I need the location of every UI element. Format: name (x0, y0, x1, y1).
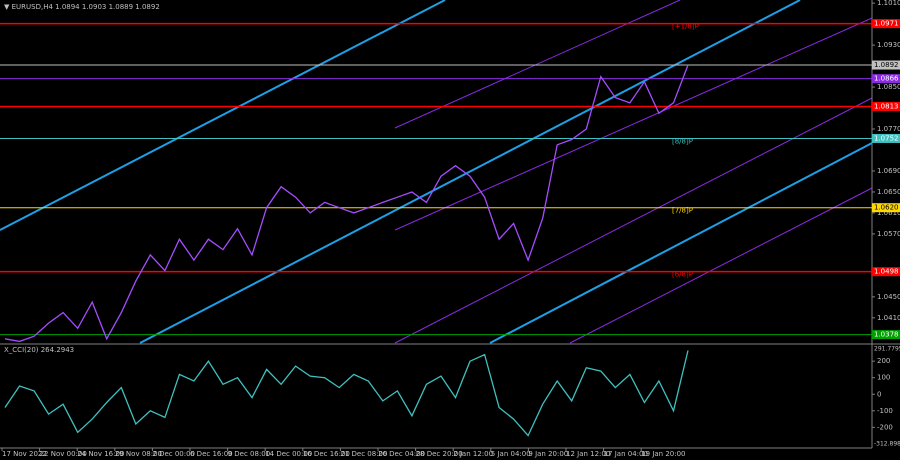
x-tick-label: 9 Dec 08:00 (228, 450, 271, 458)
x-tick-label: 5 Jan 04:00 (491, 450, 531, 458)
y-tick-label: 200 (877, 357, 890, 365)
level-label: 1.0813 (874, 102, 899, 110)
level-label: 1.0498 (874, 268, 899, 276)
y-tick-label: 1.1010 (877, 0, 900, 7)
y-limit-label: -312.898 (874, 441, 900, 448)
level-tag: [8/8]P (672, 137, 693, 145)
level-label: 1.0620 (874, 204, 899, 212)
y-tick-label: 1.0570 (877, 230, 900, 238)
y-tick-label: -100 (877, 407, 893, 415)
y-tick-label: 100 (877, 374, 890, 382)
y-tick-label: 1.0450 (877, 293, 900, 301)
y-tick-label: 1.0930 (877, 41, 900, 49)
x-tick-label: 16 Dec 16:00 (303, 450, 350, 458)
price-line (4, 64, 689, 343)
level-label-box (872, 330, 900, 340)
chart-title: ▼ EURUSD,H4 1.0894 1.0903 1.0889 1.0892 (4, 3, 160, 11)
level-label: 1.0892 (874, 61, 899, 69)
x-tick-label: 19 Jan 20:00 (641, 450, 685, 458)
level-label-box (872, 203, 900, 213)
x-tick-label: 2 Jan 12:00 (453, 450, 493, 458)
level-label: 1.0866 (874, 75, 899, 83)
level-label-box (872, 101, 900, 111)
x-tick-label: 21 Dec 08:00 (340, 450, 387, 458)
indicator-title: X_CCI(20) 264.2943 (4, 346, 74, 354)
x-tick-label: 9 Jan 20:00 (528, 450, 568, 458)
x-tick-label: 29 Nov 08:00 (115, 450, 162, 458)
channel-line (489, 142, 873, 344)
channel-line (0, 0, 446, 231)
level-label-box (872, 74, 900, 84)
y-tick-label: 1.0770 (877, 125, 900, 133)
level-label-box (872, 19, 900, 29)
y-tick-label: 1.0610 (877, 209, 900, 217)
level-label-box (872, 133, 900, 143)
x-tick-label: 28 Dec 20:00 (416, 450, 463, 458)
y-tick-label: 1.0690 (877, 167, 900, 175)
x-tick-label: 14 Dec 00:00 (265, 450, 312, 458)
y-limit-label: 291.7795 (874, 346, 900, 353)
x-tick-label: 2 Dec 00:00 (152, 450, 195, 458)
regression-line (569, 187, 873, 344)
y-tick-label: -200 (877, 423, 893, 431)
x-tick-label: 24 Nov 16:00 (77, 450, 124, 458)
channels (0, 0, 873, 344)
oscillator-line (4, 350, 689, 437)
y-tick-label: 0 (877, 390, 881, 398)
y-tick-label: 1.0410 (877, 314, 900, 322)
y-tick-label: 1.0850 (877, 83, 900, 91)
level-label: 1.0378 (874, 331, 899, 339)
regression-line (394, 17, 873, 231)
x-tick-label: 26 Dec 04:00 (378, 450, 425, 458)
level-label: 1.0752 (874, 134, 899, 142)
channel-line (139, 0, 801, 344)
x-tick-label: 17 Nov 2022 (2, 450, 47, 458)
level-label: 1.0971 (874, 20, 899, 28)
x-tick-label: 17 Jan 04:00 (604, 450, 648, 458)
level-tag: [+1/8]P (672, 23, 699, 31)
level-label-box (872, 267, 900, 277)
level-tag: [6/8]P (672, 271, 693, 279)
level-tag: [7/8]P (672, 207, 693, 215)
level-label-box (872, 60, 900, 70)
y-tick-label: 1.0650 (877, 188, 900, 196)
x-tick-label: 12 Jan 12:00 (566, 450, 610, 458)
x-tick-label: 6 Dec 16:00 (190, 450, 233, 458)
x-tick-label: 22 Nov 00:00 (40, 450, 87, 458)
